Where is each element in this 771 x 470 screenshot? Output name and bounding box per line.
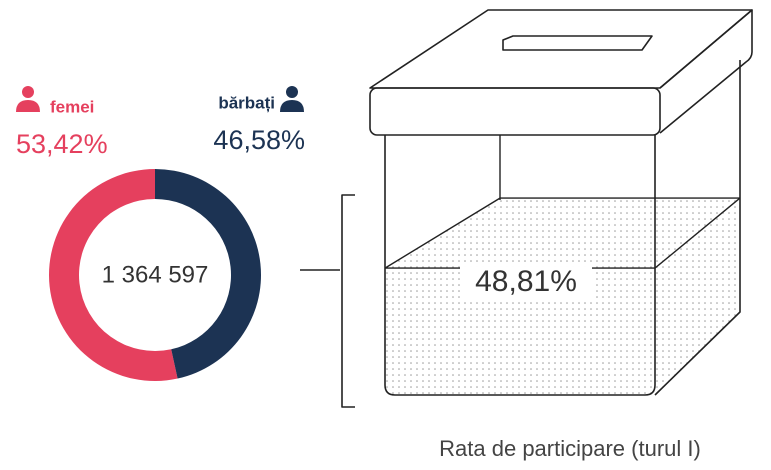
box-front	[384, 135, 656, 396]
value-label: 46,58%	[213, 125, 305, 155]
legend-label: bărbați	[218, 93, 275, 112]
male-icon	[280, 86, 304, 112]
lid-front	[369, 87, 661, 136]
center-label: 1 364 597	[102, 261, 209, 288]
donut-segment	[155, 169, 261, 379]
label-bg	[460, 266, 592, 301]
donut-segment	[49, 168, 178, 381]
donut	[49, 168, 261, 381]
value-label: 48,81%	[475, 265, 577, 298]
caption: Rata de participare (turul I)	[439, 436, 701, 461]
value-label: 53,42%	[16, 129, 108, 159]
legend-label: femei	[50, 97, 94, 116]
lid-side	[659, 9, 753, 134]
fill-group: 48,81%	[384, 197, 741, 395]
female-icon	[16, 86, 40, 112]
bracket	[341, 194, 355, 408]
lid-top	[369, 9, 753, 89]
box-side	[654, 60, 741, 396]
slot	[502, 35, 653, 51]
